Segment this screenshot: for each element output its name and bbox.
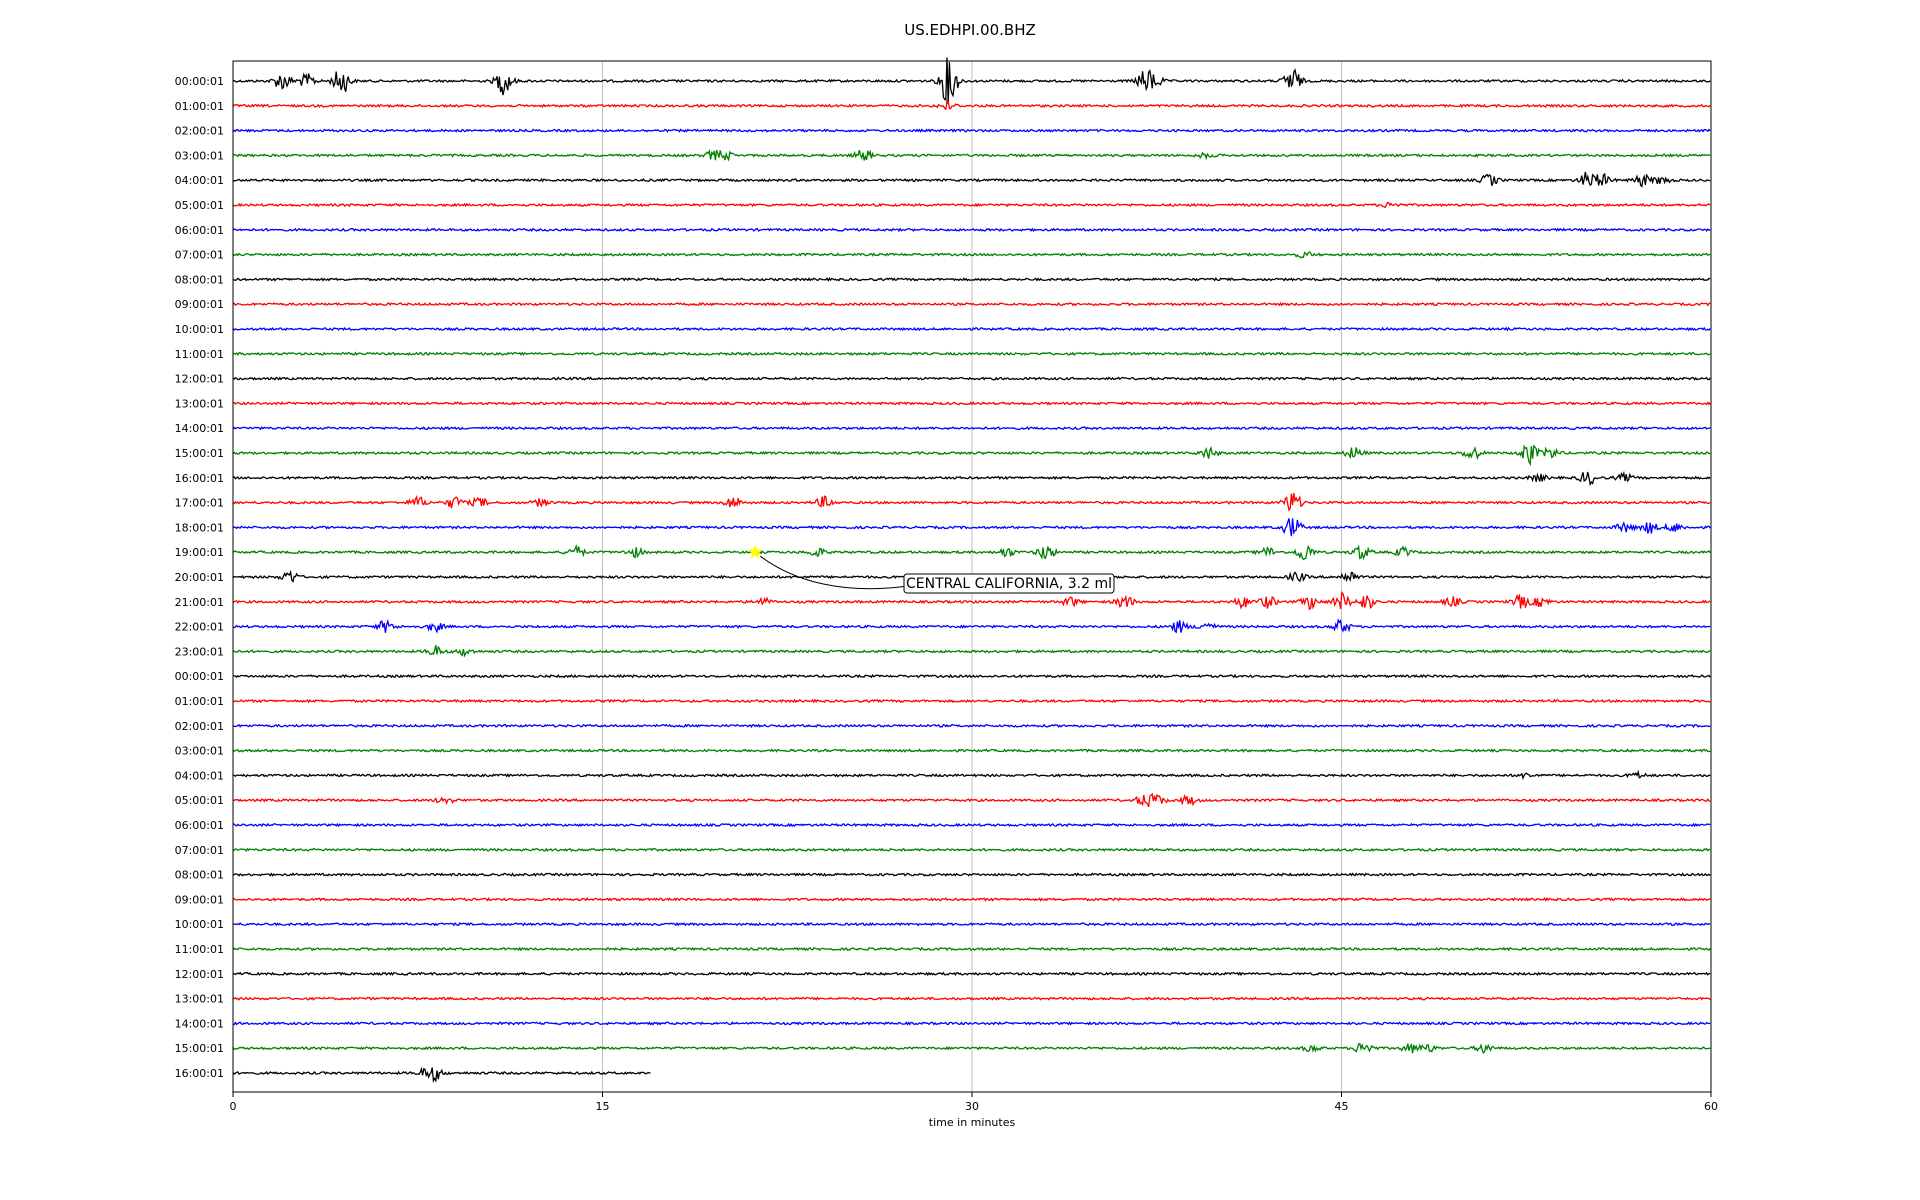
row-label: 07:00:01: [175, 844, 224, 857]
row-label: 08:00:01: [175, 273, 224, 286]
annotation-box: [903, 573, 1115, 594]
row-label: 16:00:01: [175, 1067, 224, 1080]
trace-16: [232, 470, 1711, 487]
trace-14: [232, 425, 1711, 431]
event-label: CENTRAL CALIFORNIA, 3.2 ml: [906, 576, 1112, 592]
row-label: 03:00:01: [175, 149, 224, 162]
row-label: 10:00:01: [175, 918, 224, 931]
row-label: 06:00:01: [175, 224, 224, 237]
trace-15: [232, 444, 1711, 467]
x-tick-label: 60: [1704, 1100, 1718, 1113]
row-label: 11:00:01: [175, 348, 224, 361]
row-label: 18:00:01: [175, 521, 224, 534]
trace-7: [232, 251, 1711, 259]
x-axis-ticks: 0 15 30 45 60: [230, 1092, 1718, 1113]
row-label: 06:00:01: [175, 819, 224, 832]
row-label: 14:00:01: [175, 1017, 224, 1030]
row-label: 09:00:01: [175, 298, 224, 311]
row-label: 23:00:01: [175, 645, 224, 658]
trace-26: [232, 723, 1711, 729]
trace-29: [233, 792, 1711, 808]
trace-5: [232, 201, 1711, 209]
trace-2: [232, 128, 1711, 133]
x-tick-label: 45: [1335, 1100, 1349, 1113]
trace-12: [232, 376, 1711, 381]
chart-title: US.EDHPI.00.BHZ: [904, 21, 1036, 39]
annotation-connector: [759, 555, 905, 590]
trace-10: [232, 326, 1711, 332]
row-label: 20:00:01: [175, 571, 224, 584]
x-axis-label: time in minutes: [929, 1116, 1016, 1129]
trace-19: [232, 543, 1711, 561]
row-label: 03:00:01: [175, 745, 224, 758]
seismic-traces: [232, 57, 1711, 1084]
trace-3: [232, 149, 1711, 162]
row-label: 08:00:01: [175, 869, 224, 882]
row-label: 05:00:01: [175, 199, 224, 212]
trace-32: [232, 872, 1711, 877]
row-label: 13:00:01: [175, 397, 224, 410]
row-label: 05:00:01: [175, 794, 224, 807]
trace-6: [232, 227, 1711, 233]
row-time-labels: 00:00:01 01:00:01 02:00:01 03:00:01 04:00:01…: [175, 75, 224, 1080]
trace-27: [232, 748, 1711, 754]
row-label: 11:00:01: [175, 943, 224, 956]
trace-18: [232, 518, 1711, 537]
trace-1: [232, 99, 1711, 111]
trace-37: [232, 996, 1711, 1001]
trace-30: [232, 822, 1711, 828]
trace-31: [232, 847, 1711, 853]
trace-28: [232, 769, 1711, 781]
trace-39: [232, 1042, 1711, 1055]
trace-0: [232, 57, 1711, 105]
row-label: 12:00:01: [175, 968, 224, 981]
trace-34: [232, 921, 1711, 927]
row-label: 21:00:01: [175, 596, 224, 609]
event-star-marker: [747, 544, 763, 559]
trace-9: [232, 301, 1711, 307]
trace-13: [232, 401, 1711, 406]
trace-36: [232, 971, 1711, 977]
row-label: 16:00:01: [175, 472, 224, 485]
row-label: 10:00:01: [175, 323, 224, 336]
row-label: 01:00:01: [175, 100, 224, 113]
row-label: 09:00:01: [175, 893, 224, 906]
trace-23: [232, 645, 1711, 658]
trace-8: [232, 277, 1711, 282]
row-label: 00:00:01: [175, 75, 224, 88]
row-label: 17:00:01: [175, 497, 224, 510]
x-tick-label: 0: [230, 1100, 237, 1113]
row-label: 22:00:01: [175, 621, 224, 634]
row-label: 00:00:01: [175, 670, 224, 683]
trace-22: [232, 618, 1711, 634]
event-annotation: CENTRAL CALIFORNIA, 3.2 ml: [747, 544, 1115, 594]
trace-40: [232, 1066, 651, 1084]
row-label: 02:00:01: [175, 125, 224, 138]
row-label: 13:00:01: [175, 993, 224, 1006]
trace-11: [232, 351, 1711, 357]
trace-24: [232, 673, 1711, 679]
trace-35: [232, 946, 1711, 952]
trace-4: [232, 171, 1711, 188]
row-label: 02:00:01: [175, 720, 224, 733]
trace-17: [232, 492, 1711, 512]
row-label: 04:00:01: [175, 174, 224, 187]
row-label: 15:00:01: [175, 1042, 224, 1055]
row-label: 07:00:01: [175, 249, 224, 262]
row-label: 01:00:01: [175, 695, 224, 708]
x-tick-label: 15: [596, 1100, 610, 1113]
trace-21: [232, 590, 1711, 611]
row-label: 12:00:01: [175, 373, 224, 386]
row-label: 14:00:01: [175, 422, 224, 435]
trace-33: [232, 896, 1711, 902]
trace-25: [232, 698, 1711, 704]
trace-38: [232, 1021, 1711, 1026]
row-label: 15:00:01: [175, 447, 224, 460]
row-label: 19:00:01: [175, 546, 224, 559]
row-label: 04:00:01: [175, 769, 224, 782]
x-tick-label: 30: [965, 1100, 979, 1113]
